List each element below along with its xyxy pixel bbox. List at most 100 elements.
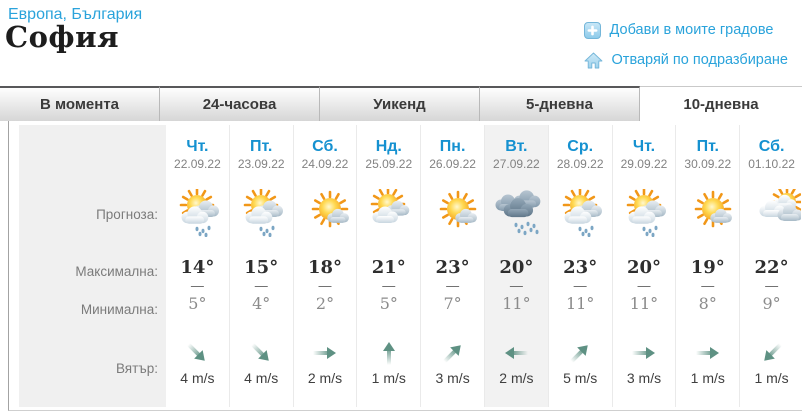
wind-speed: 4 m/s <box>180 370 215 386</box>
max-temperature: 20° <box>499 257 534 278</box>
temp-divider: — <box>701 278 715 293</box>
max-temperature: 21° <box>371 257 406 278</box>
wind-speed: 3 m/s <box>435 370 470 386</box>
min-row-label: Минимална: <box>80 302 158 317</box>
wind-speed: 1 m/s <box>371 370 406 386</box>
forecast-panel: Прогноза: Максимална: Минимална: Вятър: … <box>8 121 802 411</box>
min-temperature: 2° <box>315 294 335 313</box>
day-name[interactable]: Ср. <box>567 138 594 155</box>
wind-speed: 2 m/s <box>307 370 343 386</box>
wind-arrow-se-icon <box>246 338 276 373</box>
min-temperature: 11° <box>629 294 659 313</box>
wind-arrow-e-icon <box>310 338 340 373</box>
tab-2[interactable]: 24-часова <box>160 86 320 121</box>
wind-arrow-e-icon <box>629 338 659 373</box>
tab-3[interactable]: Уикенд <box>320 86 480 121</box>
clouds-sun-icon <box>743 185 802 242</box>
wind-speed: 3 m/s <box>626 370 662 386</box>
max-temperature: 18° <box>307 257 343 278</box>
sun-small-cloud-icon <box>424 189 482 242</box>
day-name[interactable]: Нд. <box>375 138 402 155</box>
wind-arrow-n-icon <box>374 338 404 373</box>
day-date: 27.09.22 <box>493 157 540 171</box>
max-temperature: 15° <box>244 257 279 278</box>
add-to-my-cities-label: Добави в моите градове <box>609 22 774 38</box>
temp-divider: — <box>637 278 651 293</box>
day-name[interactable]: Вт. <box>505 138 528 155</box>
min-temperature: 5° <box>188 294 207 313</box>
day-name[interactable]: Пт. <box>696 138 719 155</box>
day-column: Пн. 26.09.22 23° — 7° 3 m/s <box>420 125 484 407</box>
temp-divider: — <box>446 278 460 293</box>
min-temperature: 5° <box>379 294 398 313</box>
day-column: Сб. 01.10.22 22° — 9° 1 m/s <box>739 125 802 407</box>
day-date: 30.09.22 <box>684 157 732 171</box>
day-date: 28.09.22 <box>556 157 604 171</box>
temp-divider: — <box>190 278 204 293</box>
day-column: Пт. 23.09.22 15° — 4° 4 m/s <box>228 125 293 407</box>
add-to-my-cities-link[interactable]: Добави в моите градове <box>583 15 788 45</box>
day-column: Чт. 22.09.22 14° — 5° 4 m/s <box>166 125 229 407</box>
max-row-label: Максимална: <box>75 264 158 279</box>
city-actions: Добави в моите градове Отваряй по подраз… <box>583 15 788 75</box>
min-temperature: 11° <box>566 294 595 313</box>
day-column: Вт. 27.09.22 20° — 11° 2 m/s <box>483 125 548 407</box>
wind-arrow-e-icon <box>693 338 723 373</box>
day-name[interactable]: Чт. <box>186 138 209 155</box>
forecast-row-label: Прогноза: <box>96 207 158 222</box>
min-temperature: 7° <box>443 294 462 313</box>
breadcrumb: Европа, България <box>8 6 142 24</box>
day-name[interactable]: Сб. <box>758 138 785 155</box>
open-by-default-link[interactable]: Отваряй по подразбиране <box>584 45 788 75</box>
sun-cloud-rain-icon <box>615 187 673 242</box>
wind-arrow-w-icon <box>501 338 531 373</box>
home-icon <box>584 52 603 69</box>
day-date: 22.09.22 <box>174 157 221 171</box>
open-by-default-label: Отваряй по подразбиране <box>611 52 788 68</box>
breadcrumb-country-link[interactable]: България <box>71 6 143 23</box>
wind-speed: 2 m/s <box>499 370 534 386</box>
wind-speed: 5 m/s <box>563 370 598 386</box>
wind-arrow-se-icon <box>182 338 212 373</box>
dark-clouds-rain-icon <box>487 189 545 242</box>
day-column: Нд. 25.09.22 21° — 5° 1 m/s <box>356 125 420 407</box>
day-column: Ср. 28.09.22 23° — 11° 5 m/s <box>547 125 612 407</box>
tab-bar: В момента 24-часова Уикенд 5-дневна 10-дневн… <box>0 86 802 121</box>
tab-1[interactable]: В момента <box>0 86 160 121</box>
day-name[interactable]: Пн. <box>439 138 466 155</box>
tab-5-active[interactable]: 10-дневна <box>640 86 802 121</box>
temp-divider: — <box>573 278 587 293</box>
day-date: 01.10.22 <box>748 157 795 171</box>
wind-speed: 1 m/s <box>690 370 725 386</box>
day-date: 26.09.22 <box>429 157 476 171</box>
min-temperature: 4° <box>252 294 271 313</box>
min-temperature: 8° <box>698 294 717 313</box>
tab-4[interactable]: 5-дневна <box>480 86 640 121</box>
day-column: Чт. 29.09.22 20° — 11° 3 m/s <box>611 125 676 407</box>
add-icon <box>583 21 601 39</box>
day-name[interactable]: Чт. <box>632 138 656 155</box>
day-column: Сб. 24.09.22 18° — 2° 2 m/s <box>292 125 357 407</box>
day-name[interactable]: Пт. <box>250 138 273 155</box>
max-temperature: 23° <box>435 257 470 278</box>
temp-divider: — <box>254 278 268 293</box>
day-date: 29.09.22 <box>620 157 668 171</box>
day-date: 24.09.22 <box>301 157 349 171</box>
sun-small-cloud-icon <box>679 189 737 242</box>
sun-cloud-rain-icon <box>551 187 609 242</box>
forecast-days: Чт. 22.09.22 14° — 5° 4 m/s Пт. 23.09.22… <box>166 125 802 407</box>
wind-arrow-ne-icon <box>438 338 468 373</box>
max-temperature: 22° <box>754 257 789 278</box>
wind-arrow-sw-icon <box>757 338 787 373</box>
max-temperature: 23° <box>563 257 598 278</box>
temp-divider: — <box>382 278 396 293</box>
row-labels-column: Прогноза: Максимална: Минимална: Вятър: <box>19 125 166 407</box>
min-temperature: 11° <box>502 294 531 313</box>
breadcrumb-region-link[interactable]: Европа <box>8 6 63 23</box>
wind-row-label: Вятър: <box>115 361 158 376</box>
temp-divider: — <box>509 278 523 293</box>
day-date: 23.09.22 <box>237 157 285 171</box>
sun-cloud-rain-icon <box>232 187 290 242</box>
day-name[interactable]: Сб. <box>312 138 338 155</box>
day-date: 25.09.22 <box>365 157 413 171</box>
